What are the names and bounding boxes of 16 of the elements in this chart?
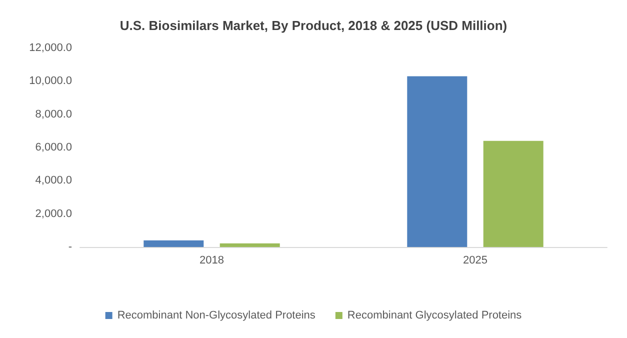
y-tick-label: 8,000.0 — [35, 108, 72, 120]
bar — [220, 243, 280, 247]
y-tick-label: 12,000.0 — [29, 42, 72, 54]
legend-label: Recombinant Non-Glycosylated Proteins — [117, 310, 316, 322]
bar — [407, 76, 468, 247]
x-tick-label: 2018 — [200, 254, 224, 266]
bar — [144, 240, 204, 247]
legend-label: Recombinant Glycosylated Proteins — [347, 310, 522, 322]
x-tick-label: 2025 — [463, 254, 488, 266]
y-tick-label: 4,000.0 — [35, 174, 72, 187]
chart-title: U.S. Biosimilars Market, By Product, 2018 & 2025 (USD Million) — [120, 18, 508, 33]
y-tick-label: 2,000.0 — [35, 208, 72, 220]
y-tick-label: - — [68, 241, 72, 253]
y-tick-label: 10,000.0 — [29, 75, 72, 88]
bar — [483, 140, 544, 247]
y-tick-label: 6,000.0 — [35, 142, 72, 154]
